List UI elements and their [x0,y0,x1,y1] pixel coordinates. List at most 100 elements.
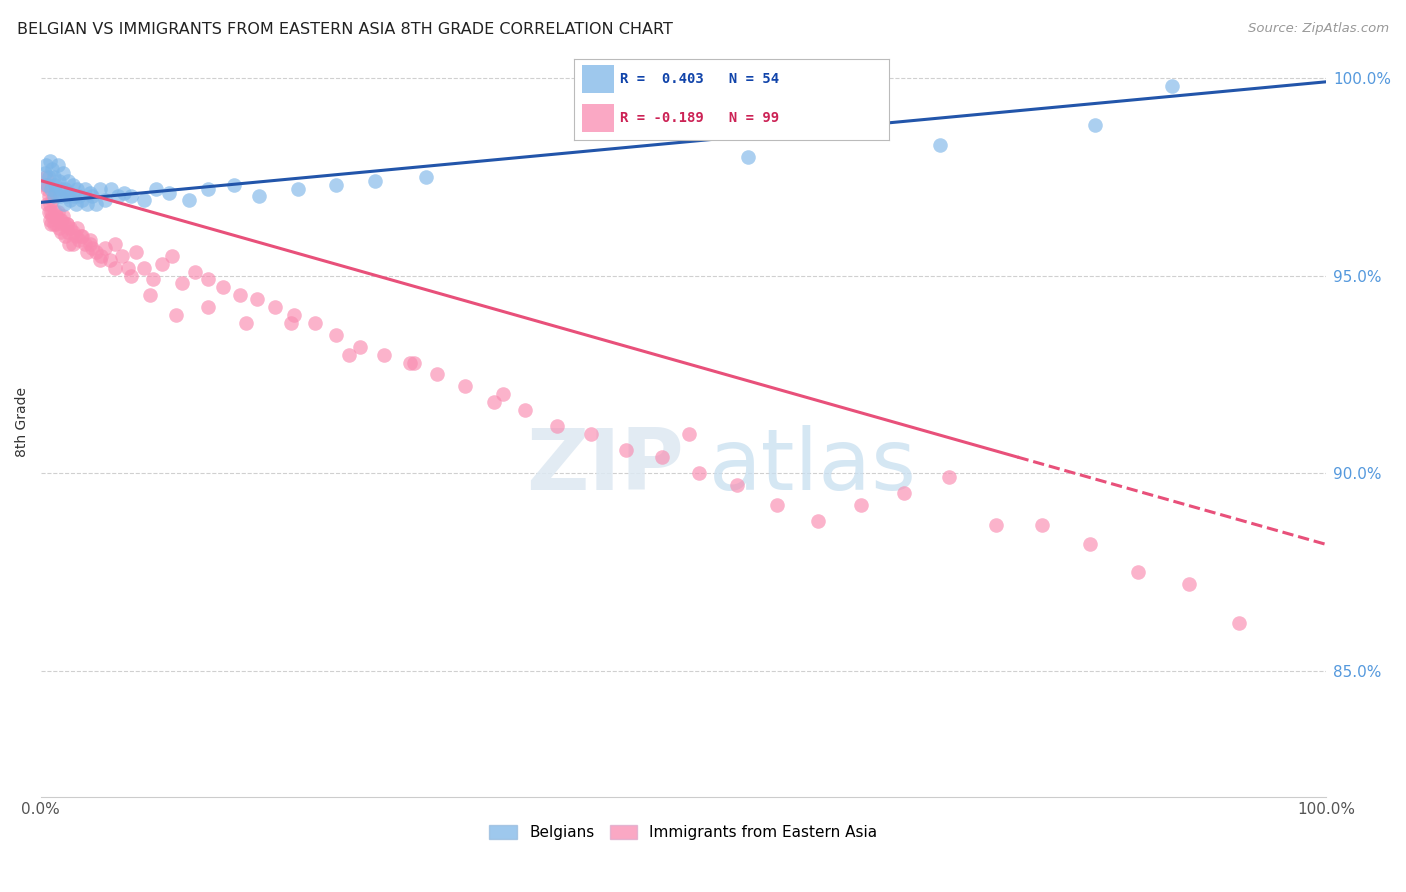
Point [120,189,142,203]
Point [246,292,269,306]
Point [35,158,58,172]
Point [37,181,59,195]
Point [65,229,87,244]
Point [454,379,477,393]
Point [283,308,305,322]
Point [45,186,67,200]
Point [49,213,72,227]
Point [807,514,830,528]
Point [120,268,142,283]
Point [197,300,219,314]
Point [58,236,80,251]
Point [415,169,437,184]
Point [104,260,127,275]
Point [426,368,449,382]
Point [38,189,60,203]
Point [247,189,270,203]
Point [39,181,62,195]
Point [56,225,79,239]
Point [1078,537,1101,551]
Point [117,260,139,275]
Point [51,225,73,239]
Point [42,189,65,203]
Point [66,181,89,195]
Text: BELGIAN VS IMMIGRANTS FROM EASTERN ASIA 8TH GRADE CORRELATION CHART: BELGIAN VS IMMIGRANTS FROM EASTERN ASIA … [17,22,672,37]
Point [38,197,60,211]
Point [45,217,67,231]
Point [398,355,420,369]
Point [39,217,62,231]
Point [70,229,93,244]
Point [52,197,75,211]
Y-axis label: 8th Grade: 8th Grade [15,387,30,457]
Point [688,467,710,481]
Point [73,181,96,195]
Point [51,213,73,227]
Point [112,186,135,200]
Point [52,209,75,223]
Point [38,153,60,168]
Point [38,169,60,184]
Point [66,221,89,235]
Point [142,272,165,286]
Point [94,194,117,208]
Point [56,174,79,188]
Point [62,236,84,251]
Point [235,316,257,330]
Point [79,236,101,251]
Point [45,209,67,223]
Point [1084,118,1107,132]
Point [125,244,148,259]
Point [38,213,60,227]
Point [39,205,62,219]
Point [76,197,98,211]
Point [98,252,121,267]
Point [325,178,347,192]
Point [55,217,77,231]
Point [79,186,101,200]
Point [325,327,347,342]
Point [84,197,107,211]
Point [52,217,75,231]
Point [46,158,69,172]
Point [62,178,84,192]
Point [62,225,84,239]
Text: ZIP: ZIP [526,425,683,508]
Point [132,260,155,275]
Point [70,194,93,208]
Point [1128,565,1150,579]
Point [157,186,180,200]
Point [849,498,872,512]
Point [184,264,207,278]
Point [929,138,952,153]
Point [177,194,200,208]
Point [35,169,58,184]
Point [82,189,104,203]
Point [100,181,122,195]
Point [111,249,134,263]
Point [263,300,285,314]
Point [1160,78,1182,93]
Point [484,395,506,409]
Point [492,387,515,401]
Point [55,217,77,231]
Point [67,233,90,247]
Point [90,249,112,263]
Point [737,150,759,164]
Point [89,252,111,267]
Point [84,244,107,259]
Point [94,241,117,255]
Point [287,181,309,195]
Point [59,194,82,208]
Point [614,442,637,457]
Point [42,217,65,231]
Point [651,450,673,465]
Point [364,174,387,188]
Point [44,205,66,219]
Point [579,426,602,441]
Point [41,161,63,176]
Point [150,257,173,271]
Point [53,181,76,195]
Point [160,249,183,263]
Point [197,272,219,286]
